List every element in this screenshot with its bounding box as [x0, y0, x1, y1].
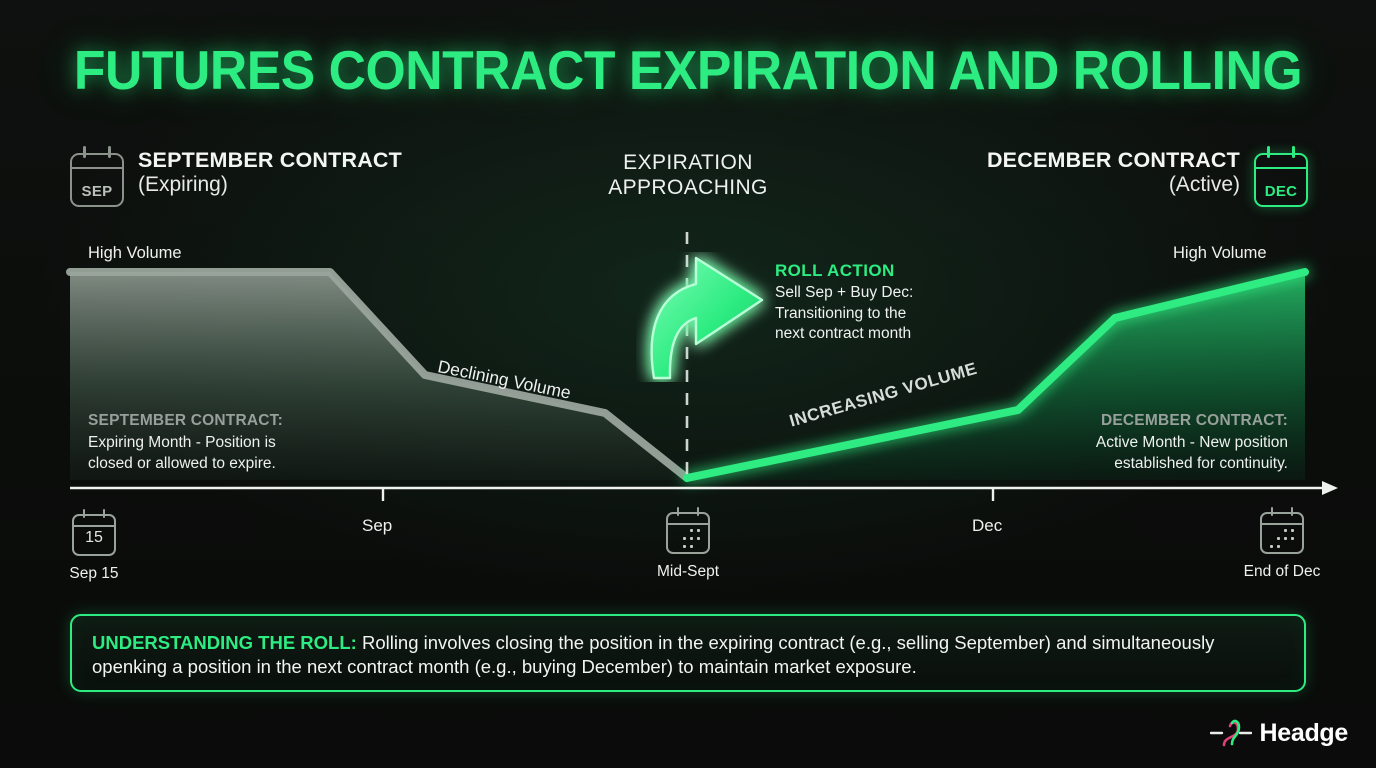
september-volume-line: [66, 268, 691, 482]
note-december-line-1: Active Month - New position: [1095, 434, 1288, 452]
label-high-volume-left: High Volume: [88, 244, 182, 262]
note-december-head: DECEMBER CONTRACT:: [1100, 412, 1288, 429]
roll-action-line-3: next contract month: [775, 325, 912, 343]
headge-wave-icon: [1210, 719, 1253, 747]
callout-body: Rolling involves closing the position in…: [92, 632, 1215, 678]
note-december-line-2: established for continuity.: [1114, 454, 1288, 472]
september-volume-area: [70, 272, 687, 480]
timeline-label-mid-sept: Mid-Sept: [656, 563, 720, 580]
note-september-contract: SEPTEMBER CONTRACT: Expiring Month - Pos…: [88, 411, 283, 474]
header-expiration-approaching: EXPIRATION APPROACHING: [568, 150, 808, 200]
note-september-head: SEPTEMBER CONTRACT:: [88, 412, 283, 429]
december-volume-line: [683, 268, 1309, 482]
roll-action-text: ROLL ACTION Sell Sep + Buy Dec: Transiti…: [775, 261, 913, 345]
header-september-contract: SEP SEPTEMBER CONTRACT (Expiring): [70, 146, 402, 207]
axis-tick-label-dec: Dec: [972, 516, 1003, 535]
timeline-marker-end-of-dec: End of Dec: [1222, 507, 1342, 581]
timeline-label-end-of-dec: End of Dec: [1243, 563, 1321, 580]
header-december-text: DECEMBER CONTRACT (Active): [987, 148, 1240, 197]
header-december-contract: DECEMBER CONTRACT (Active) DEC: [987, 146, 1308, 207]
timeline-label-sep-15: Sep 15: [69, 565, 119, 582]
calendar-dots-icon: [1260, 507, 1304, 554]
header-december-title: DECEMBER CONTRACT: [986, 148, 1240, 172]
axis-tick-label-sep: Sep: [362, 516, 393, 535]
roll-action-head: ROLL ACTION: [775, 261, 895, 280]
expiration-line-2: APPROACHING: [608, 176, 768, 200]
calendar-15-icon: 15: [72, 509, 116, 556]
callout-paragraph: UNDERSTANDING THE ROLL: Rolling involves…: [92, 631, 1284, 680]
header-september-text: SEPTEMBER CONTRACT (Expiring): [138, 148, 402, 197]
header-september-subtitle: (Expiring): [138, 172, 228, 196]
callout-head: UNDERSTANDING THE ROLL:: [92, 632, 357, 653]
volume-chart: [0, 230, 1376, 500]
calendar-15-day: 15: [85, 529, 103, 546]
expiration-line-1: EXPIRATION: [623, 151, 753, 174]
calendar-dec-label: DEC: [1264, 183, 1298, 200]
header-september-title: SEPTEMBER CONTRACT: [138, 148, 402, 172]
calendar-dots-icon: [666, 507, 710, 554]
calendar-dec-icon: DEC: [1254, 146, 1308, 207]
timeline-marker-mid-sept: Mid-Sept: [624, 507, 752, 581]
timeline-axis: [0, 470, 1376, 510]
roll-action-line-1: Sell Sep + Buy Dec:: [775, 284, 914, 301]
timeline-marker-sep-15: 15 Sep 15: [46, 509, 142, 583]
note-december-contract: DECEMBER CONTRACT: Active Month - New po…: [1096, 411, 1288, 474]
roll-action-line-2: Transitioning to the: [775, 304, 907, 322]
curved-arrow-right-icon: [636, 252, 776, 382]
axis-arrowhead: [1322, 481, 1338, 495]
calendar-sep-label: SEP: [81, 183, 113, 200]
note-september-line-2: closed or allowed to expire.: [88, 454, 276, 472]
understanding-the-roll-callout: UNDERSTANDING THE ROLL: Rolling involves…: [70, 614, 1306, 692]
page-title: FUTURES CONTRACT EXPIRATION AND ROLLING: [73, 39, 1303, 101]
calendar-sep-icon: SEP: [70, 146, 124, 207]
note-september-line-1: Expiring Month - Position is: [88, 434, 276, 452]
december-volume-area: [687, 272, 1305, 480]
headge-logo-text: Headge: [1259, 718, 1348, 747]
label-high-volume-right: High Volume: [1173, 244, 1267, 262]
header-december-subtitle: (Active): [1168, 172, 1240, 196]
headge-logo: Headge: [1210, 716, 1348, 750]
